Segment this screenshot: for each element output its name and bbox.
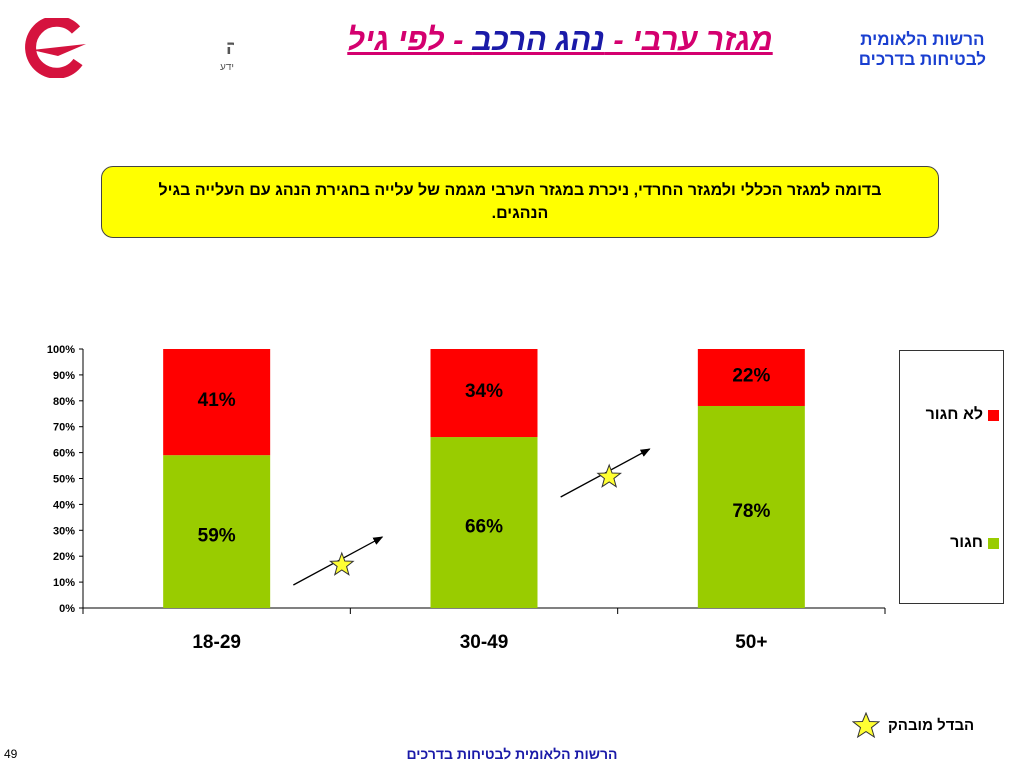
y-tick-label: 0% [59,603,75,615]
title-part-1: מגזר ערבי - [604,22,773,57]
chart-bars: 59% 41% 66% 34% 78% 22% [163,349,805,608]
legend-label-belted: חגור [950,534,983,551]
y-tick-label: 50% [53,474,75,486]
company-logo: גיאוקרטוגרפיה אסטרטגיה של מידע [14,15,352,79]
significance-note-text: הבדל מובהק [888,716,975,734]
x-category-label: 50+ [735,632,767,653]
legend-label-not-belted: לא חגור [925,406,983,423]
stacked-bar-chart: 0% 10% 20% 30% 40% 50% 60% 70% 80% 90% 100% 18-29 30… [47,344,886,653]
x-category-label: 30-49 [460,632,509,653]
legend-swatch-green [988,537,999,549]
callout-box: בדומה למגזר הכללי ולמגזר החרדי, ניכרת במ… [101,166,939,238]
bar-value-label: 34% [465,381,503,402]
bar-value-label: 59% [198,526,236,547]
y-tick-label: 10% [53,577,75,589]
bar-value-label: 22% [732,365,770,386]
logo-graphic: גיאוקרטוגרפיה אסטרטגיה של מידע [25,15,352,79]
footer-text: הרשות הלאומית לבטיחות בדרכים [406,746,618,762]
legend-item-not-belted: לא חגור [926,406,999,424]
bar-segment [163,455,271,608]
y-tick-label: 40% [53,499,75,511]
logo-brand-text: גיאוקרטוגרפיה [226,38,234,59]
y-tick-label: 20% [53,551,75,563]
significance-star-icon [596,463,622,488]
trend-arrows [293,448,651,586]
bar-segment [430,437,538,608]
page-title: מגזר ערבי - נהג הרכב - לפי גיל [300,22,820,58]
logo-tagline-text: אסטרטגיה של מידע [220,61,234,73]
x-category-label: 18-29 [192,632,241,653]
bar-value-label: 78% [732,501,770,522]
title-part-2: נהג הרכב [472,22,605,57]
organization-name: הרשות הלאומית לבטיחות בדרכים [859,30,986,70]
bar-segment [430,349,538,438]
bar-value-label: 41% [198,390,236,411]
page-number: 49 [4,747,18,761]
bar-value-label: 66% [465,517,503,538]
y-tick-label: 70% [53,422,75,434]
significance-star-icon [329,551,355,576]
title-part-3: - לפי גיל [347,22,473,57]
chart-legend: לא חגור חגור [899,350,1004,604]
callout-text: בדומה למגזר הכללי ולמגזר החרדי, ניכרת במ… [158,182,882,222]
y-tick-label: 30% [53,525,75,537]
y-tick-label: 80% [53,396,75,408]
y-tick-label: 100% [47,344,75,356]
bar-segment [697,349,805,406]
legend-swatch-red [988,409,999,421]
legend-item-belted: חגור [950,534,999,552]
significance-note: הבדל מובהק [852,712,974,738]
y-tick-label: 60% [53,448,75,460]
bar-segment [163,349,271,456]
bar-segment [697,405,805,608]
y-tick-label: 90% [53,370,75,382]
org-line-2: לבטיחות בדרכים [858,50,986,69]
star-icon [852,712,880,738]
org-line-1: הרשות הלאומית [860,30,985,49]
